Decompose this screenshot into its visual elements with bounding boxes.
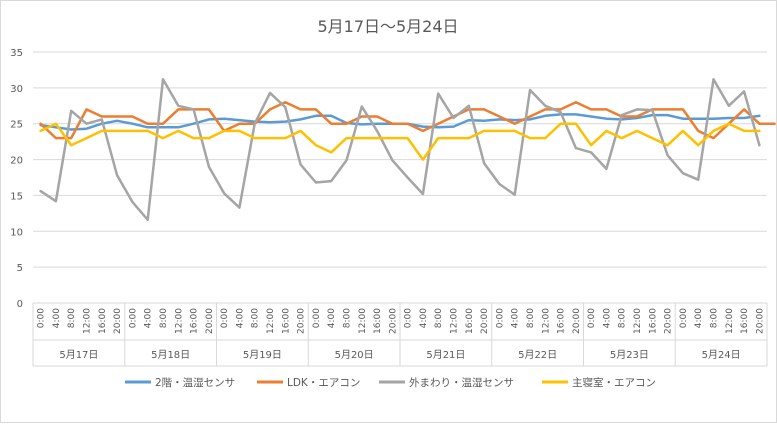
x-tick-label: 16:00 (648, 308, 658, 334)
x-tick-label: 4:00 (602, 308, 612, 328)
x-tick-label: 0:00 (312, 308, 322, 328)
x-tick-label: 12:00 (266, 308, 276, 334)
x-tick-label: 4:00 (694, 308, 704, 328)
y-tick-label: 35 (10, 48, 23, 59)
chart-title: 5月17日～5月24日 (317, 17, 458, 36)
x-tick-label: 0:00 (679, 308, 689, 328)
x-tick-label: 20:00 (205, 308, 215, 334)
y-tick-label: 15 (10, 191, 23, 202)
x-tick-label: 0:00 (404, 308, 414, 328)
x-tick-label: 12:00 (450, 308, 460, 334)
y-axis-ticks: 0 5 10 15 20 25 30 35 (10, 48, 23, 310)
x-tick-label: 16:00 (740, 308, 750, 334)
date-label: 5月20日 (335, 349, 374, 361)
x-tick-label: 4:00 (511, 308, 521, 328)
date-label: 5月21日 (426, 349, 465, 361)
x-tick-label: 20:00 (664, 308, 674, 334)
series-line-1 (39, 113, 761, 131)
series-line-4 (39, 122, 761, 161)
date-label: 5月23日 (610, 349, 649, 361)
y-tick-label: 5 (17, 263, 23, 274)
y-tick-label: 10 (10, 227, 23, 238)
x-tick-label: 0:00 (220, 308, 230, 328)
legend-label-4: 主寝室・エアコン (572, 376, 656, 389)
x-tick-label: 16:00 (373, 308, 383, 334)
x-tick-label: 4:00 (419, 308, 429, 328)
x-tick-label: 12:00 (174, 308, 184, 334)
x-tick-label: 8:00 (159, 308, 169, 328)
x-tick-label: 0:00 (128, 308, 138, 328)
y-tick-label: 30 (10, 84, 23, 95)
x-tick-label: 0:00 (587, 308, 597, 328)
x-tick-label: 20:00 (755, 308, 765, 334)
gridlines (33, 51, 767, 304)
x-tick-label: 12:00 (633, 308, 643, 334)
x-tick-label: 20:00 (480, 308, 490, 334)
x-tick-label: 16:00 (465, 308, 475, 334)
x-tick-label: 16:00 (98, 308, 108, 334)
x-tick-label: 8:00 (618, 308, 628, 328)
x-tick-label: 8:00 (709, 308, 719, 328)
x-tick-label: 16:00 (281, 308, 291, 334)
date-label: 5月19日 (243, 349, 282, 361)
series-lines (39, 78, 776, 222)
legend-label-2: LDK・エアコン (287, 377, 360, 389)
x-tick-label: 4:00 (52, 308, 62, 328)
x-tick-label: 0:00 (37, 308, 47, 328)
x-tick-label: 12:00 (725, 308, 735, 334)
date-label: 5月22日 (518, 349, 557, 361)
x-tick-label: 20:00 (297, 308, 307, 334)
x-tick-label: 16:00 (190, 308, 200, 334)
x-tick-label: 0:00 (495, 308, 505, 328)
x-tick-label: 12:00 (358, 308, 368, 334)
x-tick-label: 8:00 (342, 308, 352, 328)
legend-label-3: 外まわり・温湿センサ (409, 377, 514, 389)
x-tick-label: 4:00 (144, 308, 154, 328)
x-tick-label: 4:00 (327, 308, 337, 328)
x-tick-label: 20:00 (113, 308, 123, 334)
x-tick-label: 12:00 (83, 308, 93, 334)
date-label: 5月18日 (151, 349, 190, 361)
x-tick-label: 8:00 (251, 308, 261, 328)
legend-label-1: 2階・温湿センサ (155, 377, 235, 389)
x-tick-label: 16:00 (557, 308, 567, 334)
x-tick-label: 20:00 (388, 308, 398, 334)
x-tick-label: 4:00 (235, 308, 245, 328)
date-label: 5月24日 (702, 349, 741, 361)
date-label: 5月17日 (59, 349, 98, 361)
x-tick-label: 8:00 (526, 308, 536, 328)
series-line-3 (39, 78, 761, 222)
x-tick-label: 8:00 (434, 308, 444, 328)
y-tick-label: 0 (17, 299, 23, 310)
y-tick-label: 25 (10, 120, 23, 131)
y-tick-label: 20 (10, 156, 23, 167)
x-axis: 0:00 4:00 8:00 12:00 16:00 20:00 0:00 4:00 8:00 1… (32, 303, 768, 367)
x-tick-label: 8:00 (67, 308, 77, 328)
legend: 2階・温湿センサ LDK・エアコン 外まわり・温湿センサ 主寝室・エアコン (125, 376, 656, 389)
x-tick-label: 20:00 (572, 308, 582, 334)
x-tick-label: 12:00 (541, 308, 551, 334)
